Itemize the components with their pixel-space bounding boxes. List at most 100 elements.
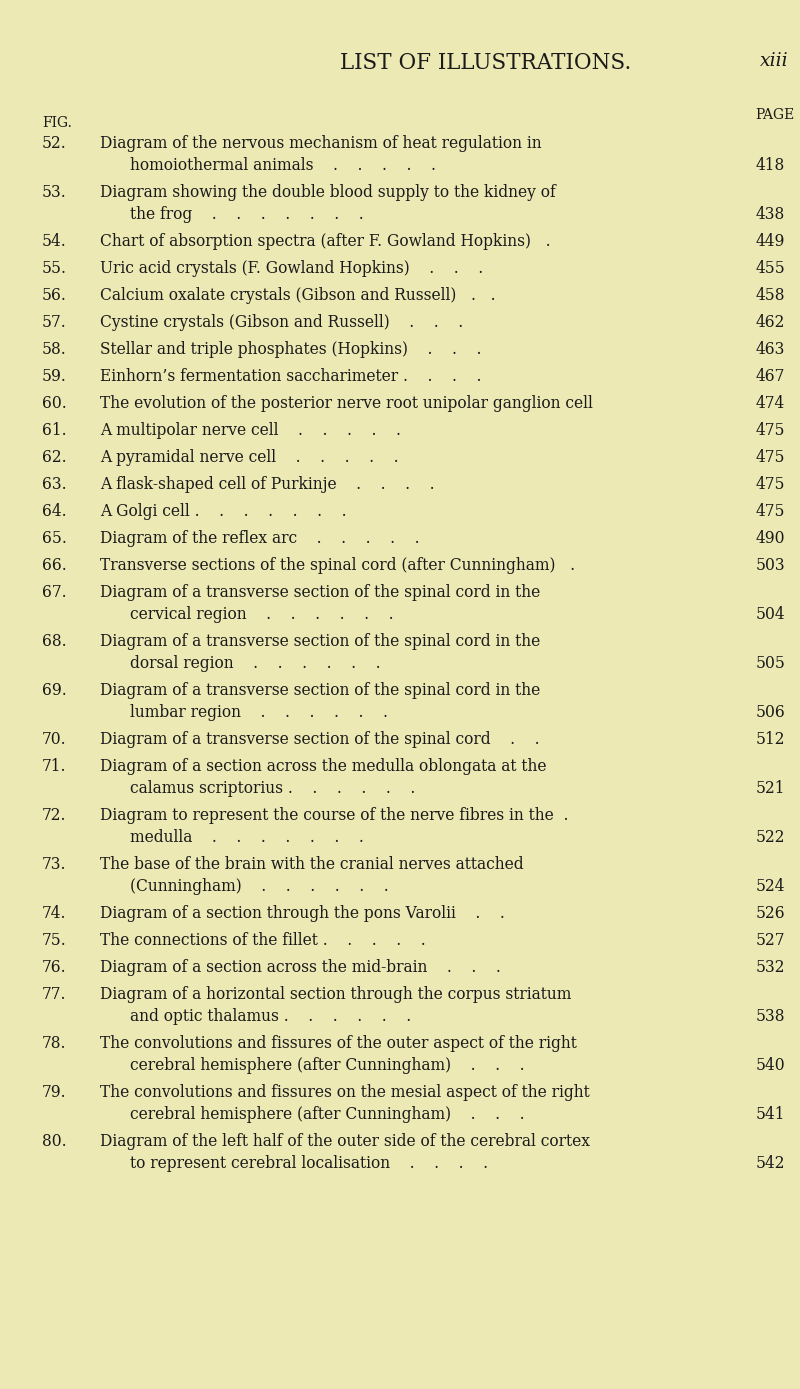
Text: xiii: xiii bbox=[760, 51, 789, 69]
Text: Diagram of a transverse section of the spinal cord in the: Diagram of a transverse section of the s… bbox=[100, 682, 540, 699]
Text: homoiothermal animals    .    .    .    .    .: homoiothermal animals . . . . . bbox=[130, 157, 436, 174]
Text: 70.: 70. bbox=[42, 731, 66, 749]
Text: 55.: 55. bbox=[42, 260, 67, 276]
Text: 490: 490 bbox=[756, 531, 786, 547]
Text: Cystine crystals (Gibson and Russell)    .    .    .: Cystine crystals (Gibson and Russell) . … bbox=[100, 314, 463, 331]
Text: 526: 526 bbox=[756, 906, 786, 922]
Text: Diagram showing the double blood supply to the kidney of: Diagram showing the double blood supply … bbox=[100, 183, 556, 201]
Text: 77.: 77. bbox=[42, 986, 66, 1003]
Text: 458: 458 bbox=[756, 288, 786, 304]
Text: and optic thalamus .    .    .    .    .    .: and optic thalamus . . . . . . bbox=[130, 1008, 411, 1025]
Text: 475: 475 bbox=[756, 449, 786, 465]
Text: 64.: 64. bbox=[42, 503, 66, 519]
Text: PAGE: PAGE bbox=[755, 108, 794, 122]
Text: medulla    .    .    .    .    .    .    .: medulla . . . . . . . bbox=[130, 829, 364, 846]
Text: 503: 503 bbox=[756, 557, 786, 574]
Text: cerebral hemisphere (after Cunningham)    .    .    .: cerebral hemisphere (after Cunningham) .… bbox=[130, 1057, 525, 1074]
Text: Einhorn’s fermentation saccharimeter .    .    .    .: Einhorn’s fermentation saccharimeter . .… bbox=[100, 368, 482, 385]
Text: Diagram of a horizontal section through the corpus striatum: Diagram of a horizontal section through … bbox=[100, 986, 571, 1003]
Text: Uric acid crystals (F. Gowland Hopkins)    .    .    .: Uric acid crystals (F. Gowland Hopkins) … bbox=[100, 260, 483, 276]
Text: 52.: 52. bbox=[42, 135, 66, 151]
Text: 541: 541 bbox=[756, 1106, 786, 1122]
Text: Diagram of a section through the pons Varolii    .    .: Diagram of a section through the pons Va… bbox=[100, 906, 505, 922]
Text: 72.: 72. bbox=[42, 807, 66, 824]
Text: 53.: 53. bbox=[42, 183, 66, 201]
Text: Chart of absorption spectra (after F. Gowland Hopkins)   .: Chart of absorption spectra (after F. Go… bbox=[100, 233, 550, 250]
Text: 542: 542 bbox=[756, 1156, 786, 1172]
Text: The evolution of the posterior nerve root unipolar ganglion cell: The evolution of the posterior nerve roo… bbox=[100, 394, 593, 413]
Text: Diagram of a section across the mid-brain    .    .    .: Diagram of a section across the mid-brai… bbox=[100, 958, 501, 976]
Text: 467: 467 bbox=[756, 368, 786, 385]
Text: 474: 474 bbox=[756, 394, 786, 413]
Text: 475: 475 bbox=[756, 476, 786, 493]
Text: calamus scriptorius .    .    .    .    .    .: calamus scriptorius . . . . . . bbox=[130, 781, 415, 797]
Text: Diagram of the nervous mechanism of heat regulation in: Diagram of the nervous mechanism of heat… bbox=[100, 135, 542, 151]
Text: 75.: 75. bbox=[42, 932, 66, 949]
Text: 418: 418 bbox=[756, 157, 786, 174]
Text: 61.: 61. bbox=[42, 422, 66, 439]
Text: 538: 538 bbox=[756, 1008, 786, 1025]
Text: to represent cerebral localisation    .    .    .    .: to represent cerebral localisation . . .… bbox=[130, 1156, 488, 1172]
Text: 57.: 57. bbox=[42, 314, 66, 331]
Text: 527: 527 bbox=[756, 932, 786, 949]
Text: 78.: 78. bbox=[42, 1035, 66, 1051]
Text: 62.: 62. bbox=[42, 449, 66, 465]
Text: 76.: 76. bbox=[42, 958, 66, 976]
Text: 74.: 74. bbox=[42, 906, 66, 922]
Text: 475: 475 bbox=[756, 503, 786, 519]
Text: 80.: 80. bbox=[42, 1133, 66, 1150]
Text: Stellar and triple phosphates (Hopkins)    .    .    .: Stellar and triple phosphates (Hopkins) … bbox=[100, 342, 482, 358]
Text: Diagram of the left half of the outer side of the cerebral cortex: Diagram of the left half of the outer si… bbox=[100, 1133, 590, 1150]
Text: The convolutions and fissures on the mesial aspect of the right: The convolutions and fissures on the mes… bbox=[100, 1083, 590, 1101]
Text: (Cunningham)    .    .    .    .    .    .: (Cunningham) . . . . . . bbox=[130, 878, 389, 895]
Text: FIG.: FIG. bbox=[42, 117, 72, 131]
Text: A flask-shaped cell of Purkinje    .    .    .    .: A flask-shaped cell of Purkinje . . . . bbox=[100, 476, 434, 493]
Text: 522: 522 bbox=[756, 829, 786, 846]
Text: 66.: 66. bbox=[42, 557, 66, 574]
Text: dorsal region    .    .    .    .    .    .: dorsal region . . . . . . bbox=[130, 656, 381, 672]
Text: 463: 463 bbox=[756, 342, 786, 358]
Text: 504: 504 bbox=[756, 606, 786, 624]
Text: A pyramidal nerve cell    .    .    .    .    .: A pyramidal nerve cell . . . . . bbox=[100, 449, 398, 465]
Text: 475: 475 bbox=[756, 422, 786, 439]
Text: 506: 506 bbox=[756, 704, 786, 721]
Text: The connections of the fillet .    .    .    .    .: The connections of the fillet . . . . . bbox=[100, 932, 426, 949]
Text: 521: 521 bbox=[756, 781, 786, 797]
Text: 56.: 56. bbox=[42, 288, 67, 304]
Text: cervical region    .    .    .    .    .    .: cervical region . . . . . . bbox=[130, 606, 394, 624]
Text: Diagram of the reflex arc    .    .    .    .    .: Diagram of the reflex arc . . . . . bbox=[100, 531, 420, 547]
Text: cerebral hemisphere (after Cunningham)    .    .    .: cerebral hemisphere (after Cunningham) .… bbox=[130, 1106, 525, 1122]
Text: 524: 524 bbox=[756, 878, 786, 895]
Text: 532: 532 bbox=[756, 958, 786, 976]
Text: 63.: 63. bbox=[42, 476, 66, 493]
Text: The convolutions and fissures of the outer aspect of the right: The convolutions and fissures of the out… bbox=[100, 1035, 577, 1051]
Text: 58.: 58. bbox=[42, 342, 66, 358]
Text: Diagram of a transverse section of the spinal cord in the: Diagram of a transverse section of the s… bbox=[100, 583, 540, 601]
Text: 65.: 65. bbox=[42, 531, 67, 547]
Text: 438: 438 bbox=[756, 206, 786, 224]
Text: 73.: 73. bbox=[42, 856, 66, 874]
Text: 540: 540 bbox=[756, 1057, 786, 1074]
Text: 79.: 79. bbox=[42, 1083, 66, 1101]
Text: 59.: 59. bbox=[42, 368, 67, 385]
Text: 60.: 60. bbox=[42, 394, 66, 413]
Text: 505: 505 bbox=[756, 656, 786, 672]
Text: 449: 449 bbox=[756, 233, 786, 250]
Text: Diagram of a transverse section of the spinal cord    .    .: Diagram of a transverse section of the s… bbox=[100, 731, 540, 749]
Text: Diagram to represent the course of the nerve fibres in the  .: Diagram to represent the course of the n… bbox=[100, 807, 569, 824]
Text: A Golgi cell .    .    .    .    .    .    .: A Golgi cell . . . . . . . bbox=[100, 503, 346, 519]
Text: 54.: 54. bbox=[42, 233, 66, 250]
Text: The base of the brain with the cranial nerves attached: The base of the brain with the cranial n… bbox=[100, 856, 524, 874]
Text: LIST OF ILLUSTRATIONS.: LIST OF ILLUSTRATIONS. bbox=[340, 51, 631, 74]
Text: 512: 512 bbox=[756, 731, 786, 749]
Text: 68.: 68. bbox=[42, 633, 66, 650]
Text: lumbar region    .    .    .    .    .    .: lumbar region . . . . . . bbox=[130, 704, 388, 721]
Text: Diagram of a transverse section of the spinal cord in the: Diagram of a transverse section of the s… bbox=[100, 633, 540, 650]
Text: Calcium oxalate crystals (Gibson and Russell)   .   .: Calcium oxalate crystals (Gibson and Rus… bbox=[100, 288, 496, 304]
Text: 462: 462 bbox=[756, 314, 786, 331]
Text: Transverse sections of the spinal cord (after Cunningham)   .: Transverse sections of the spinal cord (… bbox=[100, 557, 575, 574]
Text: the frog    .    .    .    .    .    .    .: the frog . . . . . . . bbox=[130, 206, 364, 224]
Text: Diagram of a section across the medulla oblongata at the: Diagram of a section across the medulla … bbox=[100, 758, 546, 775]
Text: A multipolar nerve cell    .    .    .    .    .: A multipolar nerve cell . . . . . bbox=[100, 422, 401, 439]
Text: 71.: 71. bbox=[42, 758, 66, 775]
